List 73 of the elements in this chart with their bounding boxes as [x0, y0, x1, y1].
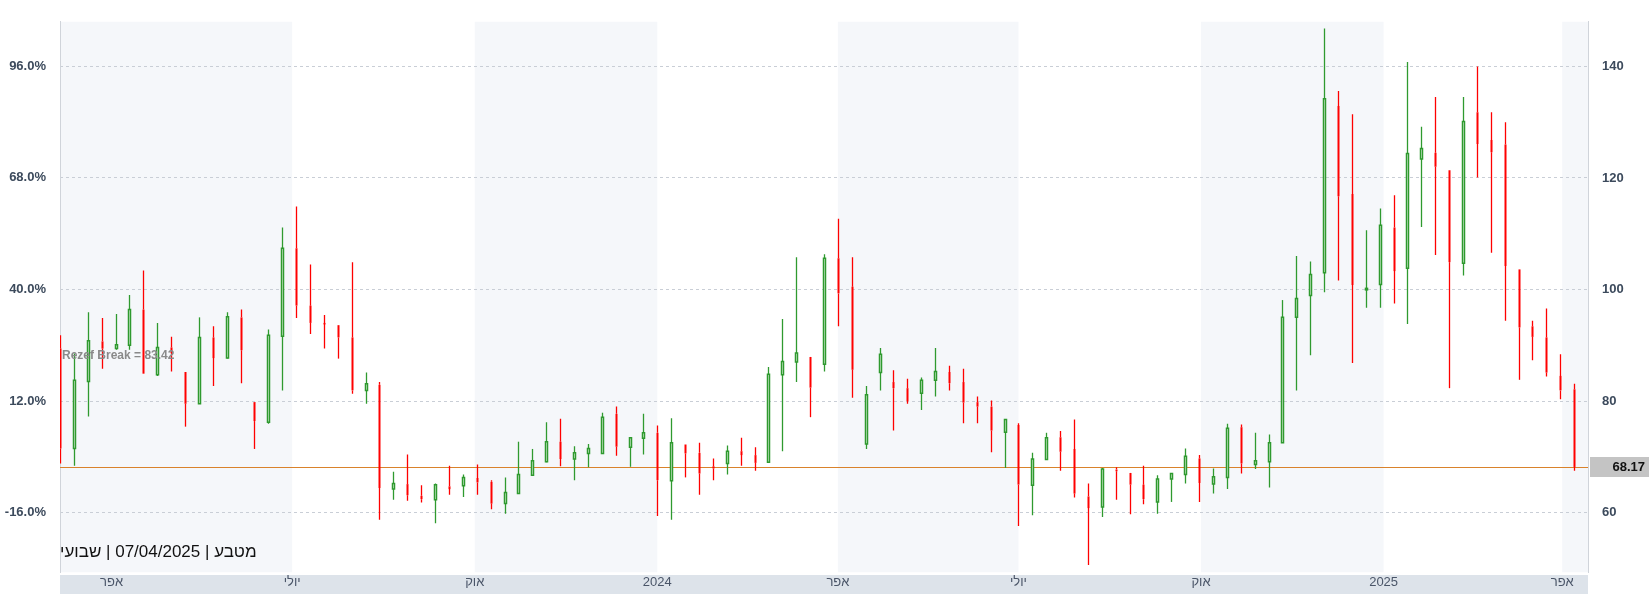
candlestick [309, 263, 312, 335]
candlestick [448, 465, 451, 496]
candlestick [754, 446, 757, 472]
candlestick [1073, 418, 1076, 499]
candlestick [351, 261, 354, 395]
candlestick [1087, 482, 1090, 566]
x-tick-label: אוק [1191, 573, 1211, 589]
ref-line-label: 68.17 [1612, 458, 1645, 474]
candlestick [698, 442, 701, 496]
candlestick [212, 325, 215, 387]
x-tick-label: 2024 [642, 573, 672, 589]
candlestick [142, 269, 145, 374]
candlestick [1017, 422, 1020, 527]
candlestick [712, 457, 715, 481]
candlestick [559, 418, 562, 467]
candlestick [1573, 383, 1576, 472]
candlestick [948, 365, 951, 392]
candlestick [684, 444, 687, 479]
x-tick-label: אפר [1550, 573, 1574, 589]
candlestick [1393, 194, 1396, 305]
x-tick-label: אפר [100, 573, 124, 589]
candlestick [1434, 96, 1437, 256]
y-tick-label: 80 [1602, 392, 1617, 408]
candlestick [490, 479, 493, 510]
y-tick-label: 120 [1602, 169, 1624, 185]
candlestick [378, 381, 381, 521]
candlestick [976, 395, 979, 424]
candlestick [1531, 320, 1534, 361]
candlestick [656, 424, 659, 517]
candlestick [1490, 111, 1493, 254]
candlestick [809, 356, 812, 418]
candlestick [1059, 430, 1062, 472]
candlestick [1198, 454, 1201, 503]
y2-tick-label: 40.0% [9, 281, 47, 297]
candlestick [962, 368, 965, 424]
annotation: מטבע | 07/04/2025 | שבועי [60, 541, 257, 561]
x-tick-label: אוק [465, 573, 485, 589]
x-tick-label: אפר [826, 573, 850, 589]
candlestick [253, 402, 256, 450]
candlestick [1240, 423, 1243, 475]
candlestick [406, 453, 409, 502]
x-tick-label: 2025 [1369, 573, 1399, 589]
candlestick [1504, 121, 1507, 322]
candlestick [1545, 307, 1548, 378]
y2-tick-label: -16.0% [4, 504, 47, 520]
y-tick-label: 140 [1602, 57, 1624, 73]
candlestick [1518, 269, 1521, 381]
candlestick [184, 372, 187, 428]
y2-tick-label: 96.0% [9, 57, 47, 73]
y2-tick-label: 68.0% [9, 169, 47, 185]
x-tick-label: יולי [283, 573, 301, 589]
candlestick [337, 325, 340, 360]
y-tick-label: 100 [1602, 281, 1624, 297]
candlestick [892, 369, 895, 432]
candlestick [1337, 90, 1340, 282]
candlestick [990, 399, 993, 453]
candlestick [60, 334, 62, 465]
candlestick [1142, 465, 1145, 505]
candlestick [1129, 472, 1132, 515]
candlestick [295, 205, 298, 319]
candlestick [851, 256, 854, 399]
x-tick-label: יולי [1009, 573, 1027, 589]
candlestick [1559, 353, 1562, 400]
candlestick [837, 218, 840, 327]
candlestick [1351, 113, 1354, 364]
candlestick [240, 308, 243, 384]
candlestick [1448, 170, 1451, 389]
candlestick [615, 405, 618, 457]
candlestick [1476, 65, 1479, 179]
y-tick-label: 60 [1602, 504, 1617, 520]
y2-tick-label: 12.0% [9, 392, 47, 408]
candlestick [906, 378, 909, 405]
candlestick [740, 437, 743, 467]
